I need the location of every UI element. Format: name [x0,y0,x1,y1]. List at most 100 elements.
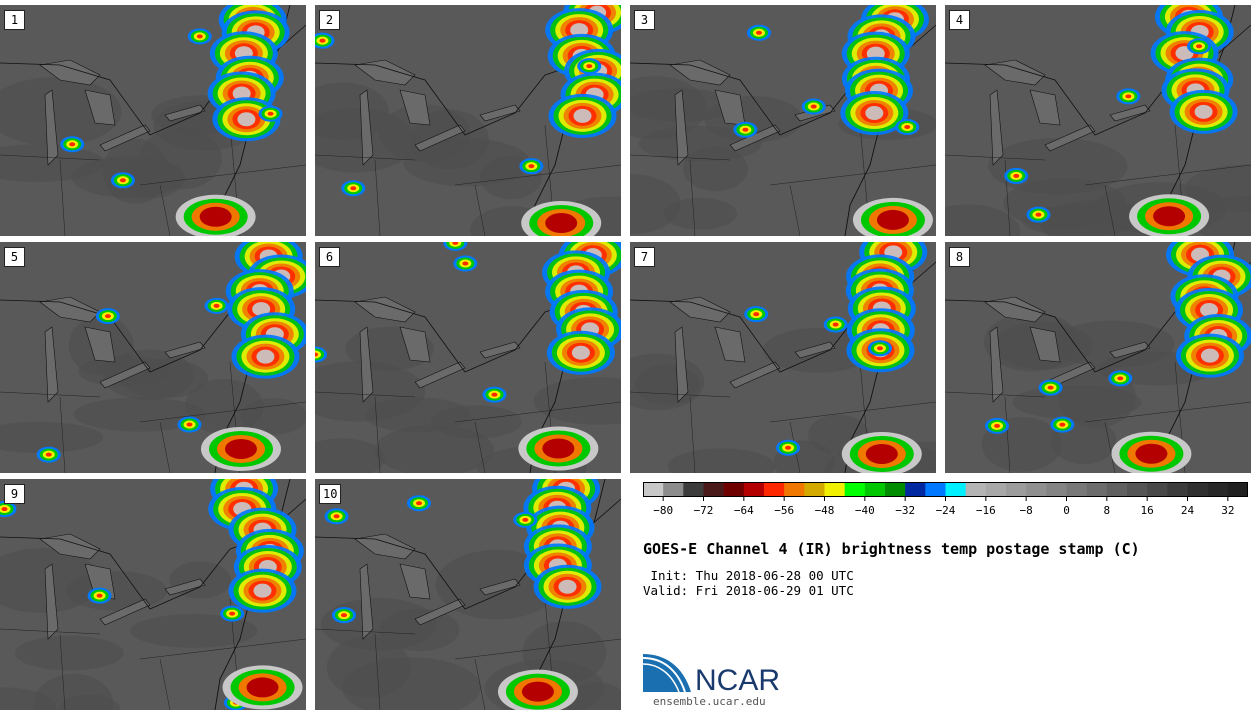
colorbar-swatch [1026,482,1047,497]
storm-cell [1125,94,1132,99]
colorbar-swatch [723,482,745,497]
colorbar-border [643,482,1248,497]
lake-erie [1044,124,1096,152]
storm-cell [1035,212,1042,217]
map-panel: 5 [0,242,306,473]
storm-cell [528,164,535,169]
lake-michigan [44,326,59,403]
ir-map [0,5,306,236]
land-shade [59,694,121,710]
colorbar-tick-label: 8 [1104,504,1111,516]
colorbar-swatch [1167,482,1188,497]
storm-cell [452,242,459,245]
state-borders [0,598,306,710]
lake-huron [714,326,746,363]
colorbar-swatch [764,482,785,497]
storm-cell [119,178,126,183]
lake-ontario [1109,104,1151,122]
cloud-contour [253,583,272,598]
colorbar-tick-label: 16 [1141,504,1154,516]
colorbar-swatch [1187,482,1208,497]
colorbar-tick-label: 24 [1181,504,1195,516]
lake-michigan [44,563,59,640]
ir-map [630,5,936,236]
storm-cell [104,314,111,319]
lake-michigan [359,326,374,403]
map-panel: 9 [0,479,306,710]
lake-michigan [989,326,1004,403]
southern-convection [224,438,257,459]
colorbar-swatch [824,482,845,497]
ir-map [315,242,621,473]
storm-cell [315,352,319,357]
colorbar-swatch [743,482,765,497]
storm-cell [1117,376,1124,381]
cloud-contour [558,579,577,594]
panel-number: 5 [4,247,25,267]
lake-huron [84,89,116,126]
land-shade [1184,164,1251,213]
panel-number: 6 [319,247,340,267]
cloud-contour [573,108,592,123]
colorbar-tick-label: −32 [895,504,915,516]
storm-cell [196,34,203,39]
land-shade [630,174,681,234]
colorbar-tick-label: −16 [976,504,996,516]
state-borders [0,361,306,473]
map-panel: 3 [630,5,936,236]
colorbar-tick-label: −48 [815,504,835,516]
ncar-logo: NCAR [643,654,780,696]
land-shade [430,405,522,439]
lake-ontario [1109,341,1151,359]
storm-cell [340,613,347,618]
colorbar-swatch [1106,482,1128,497]
lake-erie [729,124,781,152]
southern-convection [521,681,554,702]
lake-michigan [674,326,689,403]
southern-convection [199,206,232,227]
storm-cell [1047,385,1054,390]
colorbar-swatch [1207,482,1229,497]
storm-cell [742,127,749,132]
colorbar-tick-label: −72 [694,504,714,516]
lake-huron [1029,326,1061,363]
map-panel: 1 [0,5,306,236]
land-shade [533,377,621,425]
colorbar-swatch [804,482,825,497]
land-shade [1051,320,1175,368]
storm-cell [1196,44,1203,49]
lake-michigan [359,563,374,640]
lake-erie [414,361,466,389]
lake-huron [84,326,116,363]
land-shade [0,421,103,454]
colorbar-tick-label: 32 [1221,504,1234,516]
colorbar-swatch [864,482,886,497]
panel-number: 7 [634,247,655,267]
cloud-contour [252,302,271,317]
lake-erie [99,124,151,152]
storm-cell [522,517,529,522]
colorbar-tick-label: −64 [734,504,754,516]
storm-cell [1,507,8,512]
init-time: Init: Thu 2018-06-28 00 UTC [643,568,854,583]
storm-cell [319,38,326,43]
lake-ontario [479,578,521,596]
lake-erie [414,124,466,152]
colorbar-tick-label: −24 [936,504,956,516]
panel-number: 10 [319,484,342,504]
cloud-contour [1194,104,1213,119]
lake-superior [39,296,101,323]
logo-text: NCAR [695,664,780,696]
land-shade [130,614,258,648]
storm-cell [904,124,911,129]
map-panel: 4 [945,5,1251,236]
colorbar-swatch [703,482,724,497]
lake-ontario [794,341,836,359]
lake-superior [354,296,416,323]
state-borders [630,124,936,236]
storm-cell [186,422,193,427]
storm-cell [785,445,792,450]
colorbar-swatch [784,482,805,497]
land-shade [663,198,738,230]
colorbar-swatch [1006,482,1027,497]
